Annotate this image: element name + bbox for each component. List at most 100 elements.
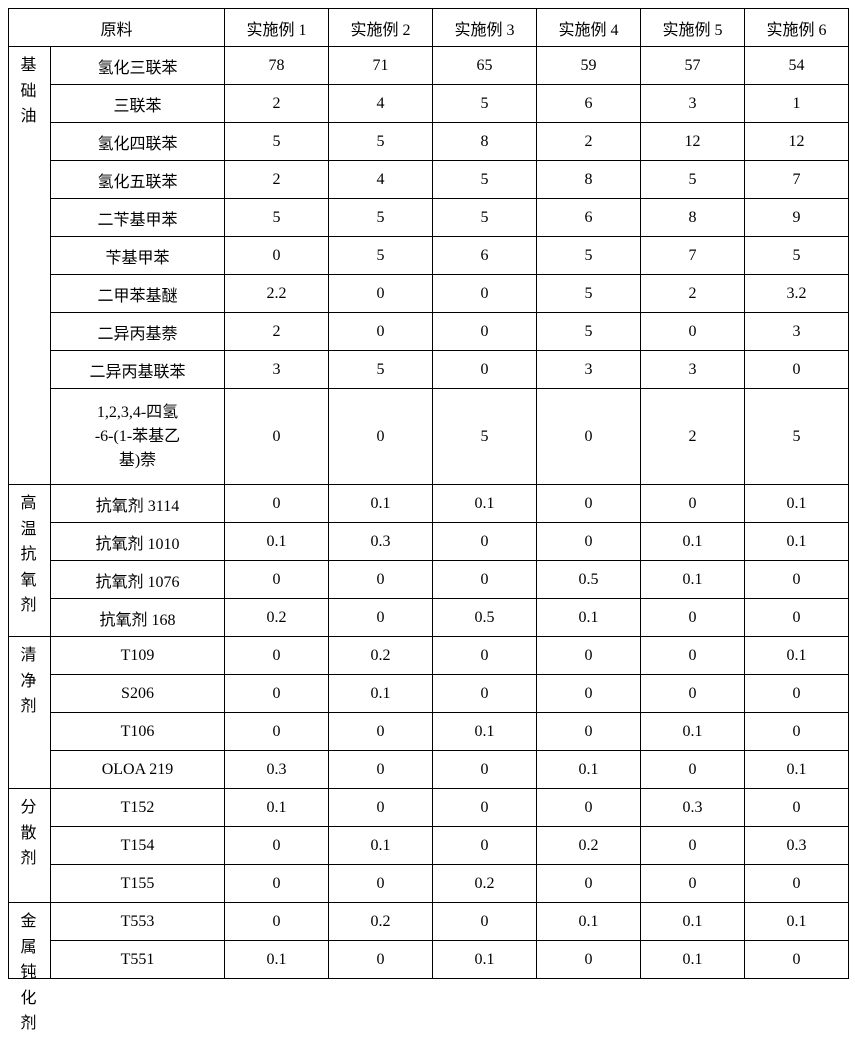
data-cell: 8 xyxy=(537,161,641,199)
table-row: T5510.100.100.10 xyxy=(9,941,849,979)
data-cell: 3 xyxy=(537,351,641,389)
data-cell: 0 xyxy=(433,275,537,313)
data-cell: 5 xyxy=(537,275,641,313)
row-label: T155 xyxy=(51,865,225,903)
header-col-1: 实施例 1 xyxy=(225,9,329,47)
row-label: 抗氧剂 168 xyxy=(51,599,225,637)
data-cell: 0 xyxy=(225,389,329,485)
data-cell: 5 xyxy=(329,237,433,275)
data-cell: 0 xyxy=(745,561,849,599)
data-cell: 0 xyxy=(329,313,433,351)
data-cell: 0.1 xyxy=(745,903,849,941)
table-row: 高温抗氧剂抗氧剂 311400.10.1000.1 xyxy=(9,485,849,523)
table-row: 清净剂T10900.20000.1 xyxy=(9,637,849,675)
data-cell: 0 xyxy=(745,941,849,979)
data-cell: 0.2 xyxy=(537,827,641,865)
table-row: 苄基甲苯056575 xyxy=(9,237,849,275)
data-cell: 0.2 xyxy=(433,865,537,903)
data-cell: 5 xyxy=(329,199,433,237)
group-label: 金属钝化剂 xyxy=(9,903,51,979)
data-cell: 12 xyxy=(745,123,849,161)
composition-table: 原料 实施例 1 实施例 2 实施例 3 实施例 4 实施例 5 实施例 6 基… xyxy=(8,8,849,979)
data-cell: 0 xyxy=(433,789,537,827)
data-cell: 6 xyxy=(537,85,641,123)
data-cell: 8 xyxy=(641,199,745,237)
data-cell: 0 xyxy=(537,389,641,485)
row-label: T106 xyxy=(51,713,225,751)
data-cell: 0.1 xyxy=(433,713,537,751)
data-cell: 0.3 xyxy=(225,751,329,789)
data-cell: 0.5 xyxy=(537,561,641,599)
data-cell: 5 xyxy=(745,237,849,275)
row-label: 二甲苯基醚 xyxy=(51,275,225,313)
data-cell: 3.2 xyxy=(745,275,849,313)
data-cell: 0 xyxy=(329,941,433,979)
row-label: S206 xyxy=(51,675,225,713)
data-cell: 7 xyxy=(745,161,849,199)
data-cell: 54 xyxy=(745,47,849,85)
row-label: 氢化五联苯 xyxy=(51,161,225,199)
data-cell: 6 xyxy=(433,237,537,275)
data-cell: 0 xyxy=(537,789,641,827)
data-cell: 0 xyxy=(433,637,537,675)
data-cell: 0.1 xyxy=(641,941,745,979)
group-label: 基础油 xyxy=(9,47,51,485)
data-cell: 0.3 xyxy=(641,789,745,827)
data-cell: 5 xyxy=(537,313,641,351)
data-cell: 5 xyxy=(537,237,641,275)
data-cell: 0 xyxy=(225,827,329,865)
data-cell: 0 xyxy=(433,903,537,941)
data-cell: 2 xyxy=(537,123,641,161)
row-label: 氢化四联苯 xyxy=(51,123,225,161)
data-cell: 0 xyxy=(225,561,329,599)
data-cell: 0 xyxy=(329,751,433,789)
data-cell: 71 xyxy=(329,47,433,85)
data-cell: 0 xyxy=(329,865,433,903)
data-cell: 0 xyxy=(537,941,641,979)
data-cell: 78 xyxy=(225,47,329,85)
data-cell: 0.1 xyxy=(641,903,745,941)
data-cell: 0.1 xyxy=(225,523,329,561)
data-cell: 0 xyxy=(433,751,537,789)
data-cell: 0.1 xyxy=(745,751,849,789)
data-cell: 0 xyxy=(641,599,745,637)
data-cell: 0.1 xyxy=(745,523,849,561)
data-cell: 0 xyxy=(537,637,641,675)
data-cell: 0.5 xyxy=(433,599,537,637)
data-cell: 0 xyxy=(745,789,849,827)
row-label: 抗氧剂 3114 xyxy=(51,485,225,523)
data-cell: 0.1 xyxy=(641,561,745,599)
row-label: 抗氧剂 1010 xyxy=(51,523,225,561)
data-cell: 0.1 xyxy=(329,827,433,865)
row-label: 抗氧剂 1076 xyxy=(51,561,225,599)
data-cell: 0 xyxy=(329,713,433,751)
row-label: T154 xyxy=(51,827,225,865)
row-label: T551 xyxy=(51,941,225,979)
data-cell: 0 xyxy=(225,903,329,941)
data-cell: 0.1 xyxy=(641,713,745,751)
header-col-4: 实施例 4 xyxy=(537,9,641,47)
data-cell: 0 xyxy=(225,865,329,903)
table-row: 二异丙基萘200503 xyxy=(9,313,849,351)
data-cell: 0 xyxy=(537,485,641,523)
table-row: T15400.100.200.3 xyxy=(9,827,849,865)
data-cell: 0 xyxy=(329,389,433,485)
data-cell: 12 xyxy=(641,123,745,161)
data-cell: 0 xyxy=(433,827,537,865)
data-cell: 0.1 xyxy=(433,485,537,523)
data-cell: 5 xyxy=(433,85,537,123)
data-cell: 2 xyxy=(225,313,329,351)
data-cell: 0 xyxy=(641,865,745,903)
data-cell: 0.2 xyxy=(225,599,329,637)
data-cell: 0 xyxy=(745,713,849,751)
data-cell: 3 xyxy=(641,85,745,123)
data-cell: 0.1 xyxy=(225,789,329,827)
data-cell: 8 xyxy=(433,123,537,161)
data-cell: 0 xyxy=(329,561,433,599)
data-cell: 3 xyxy=(225,351,329,389)
data-cell: 2 xyxy=(225,85,329,123)
row-label: 苄基甲苯 xyxy=(51,237,225,275)
data-cell: 0 xyxy=(225,713,329,751)
row-label: 二苄基甲苯 xyxy=(51,199,225,237)
table-row: 1,2,3,4-四氢-6-(1-苯基乙基)萘005025 xyxy=(9,389,849,485)
